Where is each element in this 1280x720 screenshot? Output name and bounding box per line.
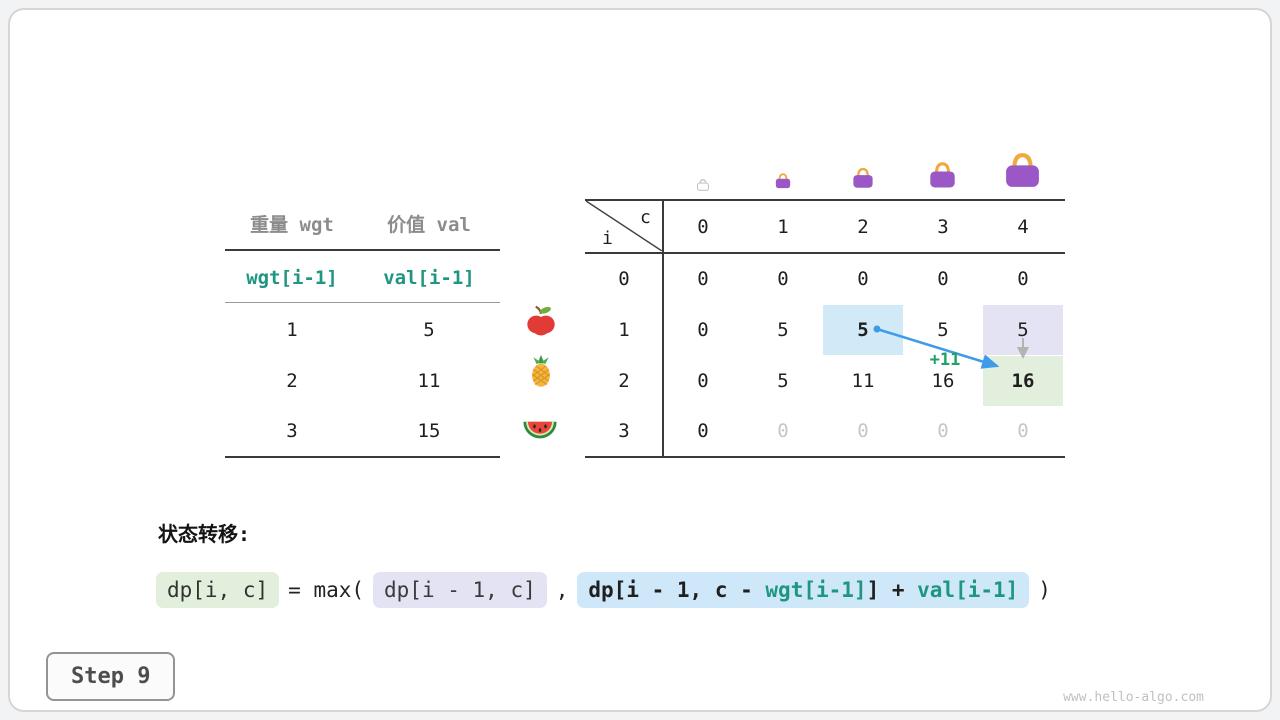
formula-option2-prefix: dp[i - 1, c - xyxy=(588,578,766,602)
dp-cell-3-1: 0 xyxy=(777,420,789,442)
formula-equals-max: = max( xyxy=(288,578,365,602)
dp-cell-3-4: 0 xyxy=(1017,420,1029,442)
dp-cell-2-0: 0 xyxy=(697,370,709,392)
weights-row-2-val: 11 xyxy=(417,370,441,392)
dp-cell-3-3: 0 xyxy=(937,420,949,442)
dp-col-header-4: 4 xyxy=(1017,216,1029,238)
dp-cell-2-3: 16 xyxy=(931,370,955,392)
dp-col-header-1: 1 xyxy=(777,216,789,238)
formula-option2-infix: ] + xyxy=(866,578,918,602)
dp-row-header-0: 0 xyxy=(618,268,630,290)
transition-heading: 状态转移: xyxy=(158,522,251,546)
dp-col-header-0: 0 xyxy=(697,216,709,238)
formula-option2-wgt: wgt[i-1] xyxy=(765,578,867,602)
weights-row-2-wgt: 2 xyxy=(286,370,298,392)
weights-header-val: 价值 val xyxy=(387,213,471,236)
weights-formula-wgt: wgt[i-1] xyxy=(246,267,338,289)
divider xyxy=(585,199,1065,201)
divider xyxy=(585,252,1065,254)
bag-icon-large xyxy=(927,160,958,193)
dp-cell-0-1: 0 xyxy=(777,268,789,290)
dp-row-header-3: 3 xyxy=(618,420,630,442)
transition-formula: dp[i, c] = max( dp[i - 1, c] , dp[i - 1,… xyxy=(156,572,1051,608)
weights-header-wgt: 重量 wgt xyxy=(250,213,334,236)
dp-cell-1-3: 5 xyxy=(937,319,949,341)
apple-icon xyxy=(526,304,556,340)
dp-corner-i-label: i xyxy=(602,228,613,249)
bag-empty-icon xyxy=(696,176,710,195)
watermelon-icon xyxy=(521,419,559,447)
dp-cell-1-1: 5 xyxy=(777,319,789,341)
dp-corner-c-label: c xyxy=(640,207,651,228)
formula-option2-val: val[i-1] xyxy=(917,578,1019,602)
bag-icon-xlarge xyxy=(1002,150,1043,193)
divider xyxy=(225,249,500,251)
dp-cell-0-2: 0 xyxy=(857,268,869,290)
dp-cell-1-4: 5 xyxy=(1017,319,1029,341)
dp-cell-2-4: 16 xyxy=(1011,370,1035,392)
divider xyxy=(662,199,664,458)
formula-option1: dp[i - 1, c] xyxy=(373,572,547,608)
step-badge: Step 9 xyxy=(46,652,176,701)
weights-row-3-wgt: 3 xyxy=(286,420,298,442)
bag-icon-medium xyxy=(851,166,875,193)
weights-row-3-val: 15 xyxy=(417,420,441,442)
formula-comma: , xyxy=(555,578,569,602)
dp-cell-1-2: 5 xyxy=(857,319,869,341)
dp-cell-2-2: 11 xyxy=(851,370,875,392)
dp-cell-0-4: 0 xyxy=(1017,268,1029,290)
divider xyxy=(225,456,500,458)
divider xyxy=(225,302,500,303)
dp-cell-3-2: 0 xyxy=(857,420,869,442)
formula-close-paren: ) xyxy=(1038,578,1051,602)
bag-icon-small xyxy=(774,172,792,193)
formula-option2: dp[i - 1, c - wgt[i-1]] + val[i-1] xyxy=(577,572,1030,608)
divider xyxy=(585,456,1065,458)
weights-row-1-wgt: 1 xyxy=(286,319,298,341)
dp-cell-1-0: 0 xyxy=(697,319,709,341)
dp-cell-0-0: 0 xyxy=(697,268,709,290)
plus-value-annotation: +11 xyxy=(929,350,961,370)
figure-card: 重量 wgt 价值 val wgt[i-1] val[i-1] 1 5 2 11… xyxy=(8,8,1272,712)
dp-col-header-3: 3 xyxy=(937,216,949,238)
weights-row-1-val: 5 xyxy=(423,319,435,341)
pineapple-icon xyxy=(528,354,554,392)
dp-cell-3-0: 0 xyxy=(697,420,709,442)
dp-row-header-1: 1 xyxy=(618,319,630,341)
dp-cell-2-1: 5 xyxy=(777,370,789,392)
watermark: www.hello-algo.com xyxy=(1063,690,1204,705)
weights-formula-val: val[i-1] xyxy=(383,267,475,289)
formula-lhs: dp[i, c] xyxy=(156,572,280,608)
dp-cell-0-3: 0 xyxy=(937,268,949,290)
dp-col-header-2: 2 xyxy=(857,216,869,238)
dp-row-header-2: 2 xyxy=(618,370,630,392)
